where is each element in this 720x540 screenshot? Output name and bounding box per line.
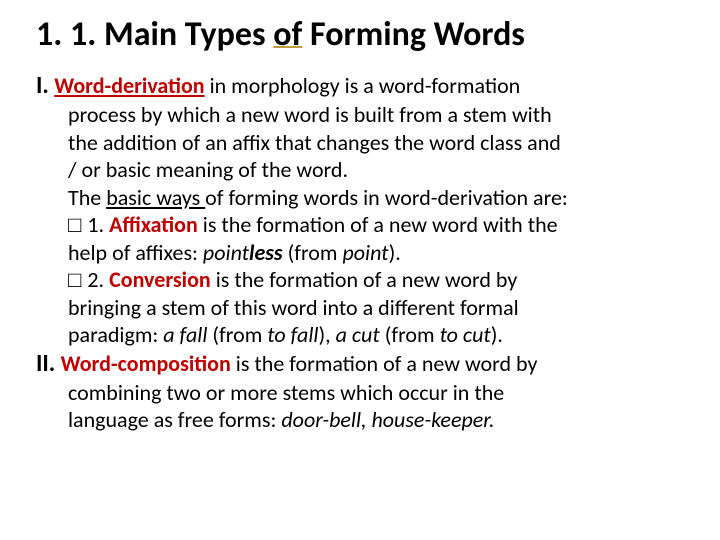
wc-c-a: language as free forms:	[68, 406, 281, 433]
line-4: / or basic meaning of the word.	[68, 156, 692, 184]
conv-a: is the formation of a new word by	[211, 266, 518, 293]
line-10: paradigm: a fall (from to fall), a cut (…	[68, 321, 692, 349]
line-7: help of affixes: pointless (from point).	[68, 239, 692, 267]
checkbox-icon-2: □	[68, 267, 87, 292]
term-word-derivation: Word-derivation	[54, 72, 204, 99]
term-word-composition: Word-composition	[61, 350, 231, 377]
body-text: I. Word-derivation in morphology is a wo…	[36, 71, 692, 434]
wc-a: is the formation of a new word by	[231, 350, 538, 377]
roman-1: I.	[36, 71, 54, 100]
conv-c-c: ),	[318, 321, 335, 348]
conv-ex3: a cut	[336, 321, 385, 348]
line-12: combining two or more stems which occur …	[68, 379, 692, 407]
term-conversion: Conversion	[109, 266, 211, 293]
p1e-b: of forming words in word-derivation are:	[205, 184, 568, 211]
line-5: The basic ways of forming words in word-…	[68, 184, 692, 212]
p1e-u: basic ways	[106, 184, 205, 211]
aff-ex1b: less	[249, 239, 288, 266]
line-3: the addition of an affix that changes th…	[68, 129, 692, 157]
conv-c-b: (from	[212, 321, 267, 348]
aff-ex1a: point	[203, 239, 249, 266]
line-1: I. Word-derivation in morphology is a wo…	[36, 71, 692, 101]
roman-2: II.	[36, 349, 61, 378]
aff-b-b: (from	[288, 239, 343, 266]
line-6: □ 1. Affixation is the formation of a ne…	[68, 211, 692, 239]
line-11: II. Word-composition is the formation of…	[36, 349, 692, 379]
slide-container: 1. 1. Main Types of Forming Words I. Wor…	[0, 0, 720, 454]
checkbox-icon: □	[68, 212, 87, 237]
num-1: 1.	[87, 211, 109, 238]
p1a: in morphology is a word-formation	[205, 72, 521, 99]
line-13: language as free forms: door-bell, house…	[68, 406, 692, 434]
term-affixation: Affixation	[109, 211, 198, 238]
line-9: bringing a stem of this word into a diff…	[68, 294, 692, 322]
title-underlined: of	[273, 14, 302, 55]
line-8: □ 2. Conversion is the formation of a ne…	[68, 266, 692, 294]
num-2: 2.	[87, 266, 109, 293]
aff-ex2: point	[342, 239, 388, 266]
line-2: process by which a new word is built fro…	[68, 101, 692, 129]
conv-c-d: (from	[385, 321, 440, 348]
title-prefix: 1. 1. Main Types	[36, 14, 273, 55]
wc-ex: door-bell, house-keeper.	[281, 406, 494, 433]
aff-b-a: help of affixes:	[68, 239, 203, 266]
aff-b-c: ).	[389, 239, 401, 266]
conv-ex4: to cut	[440, 321, 491, 348]
slide-title: 1. 1. Main Types of Forming Words	[36, 14, 692, 55]
conv-ex1: a fall	[163, 321, 212, 348]
conv-ex2: to fall	[267, 321, 318, 348]
conv-c-e: ).	[491, 321, 503, 348]
aff-a: is the formation of a new word with the	[198, 211, 558, 238]
p1e-a: The	[68, 184, 106, 211]
title-suffix: Forming Words	[302, 14, 525, 55]
conv-c-a: paradigm:	[68, 321, 163, 348]
